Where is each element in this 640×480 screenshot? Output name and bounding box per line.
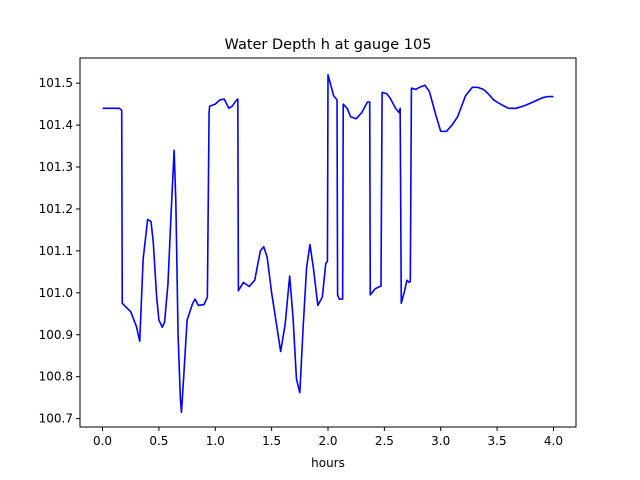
y-tick-label: 101.4 <box>39 118 73 132</box>
x-tick-label: 2.0 <box>318 434 337 448</box>
y-tick-label: 100.8 <box>39 370 73 384</box>
y-axis-ticks: 100.7 100.8 100.9 101.0 101.1 101.2 101.3 101.4… <box>39 76 80 426</box>
x-tick-label: 2.5 <box>375 434 394 448</box>
plot-frame <box>79 57 577 428</box>
y-tick-label: 101.1 <box>39 244 73 258</box>
y-tick-label: 100.7 <box>39 412 73 426</box>
x-tick-label: 3.5 <box>488 434 507 448</box>
y-tick-label: 101.5 <box>39 76 73 90</box>
x-tick-label: 4.0 <box>544 434 563 448</box>
y-tick-label: 101.2 <box>39 202 73 216</box>
y-tick-label: 100.9 <box>39 328 73 342</box>
series-line <box>102 73 554 414</box>
x-axis-ticks: 0.0 0.5 1.0 1.5 2.0 2.5 3.0 3.5 4.0 <box>93 427 563 448</box>
x-tick-label: 1.5 <box>262 434 281 448</box>
x-axis-label: hours <box>311 456 345 470</box>
x-tick-label: 1.0 <box>206 434 225 448</box>
x-tick-label: 0.5 <box>149 434 168 448</box>
x-tick-label: 0.0 <box>93 434 112 448</box>
series-layer <box>102 73 554 414</box>
y-tick-label: 101.0 <box>39 286 73 300</box>
chart-title: Water Depth h at gauge 105 <box>225 37 432 53</box>
x-tick-label: 3.0 <box>431 434 450 448</box>
y-tick-label: 101.3 <box>39 160 73 174</box>
